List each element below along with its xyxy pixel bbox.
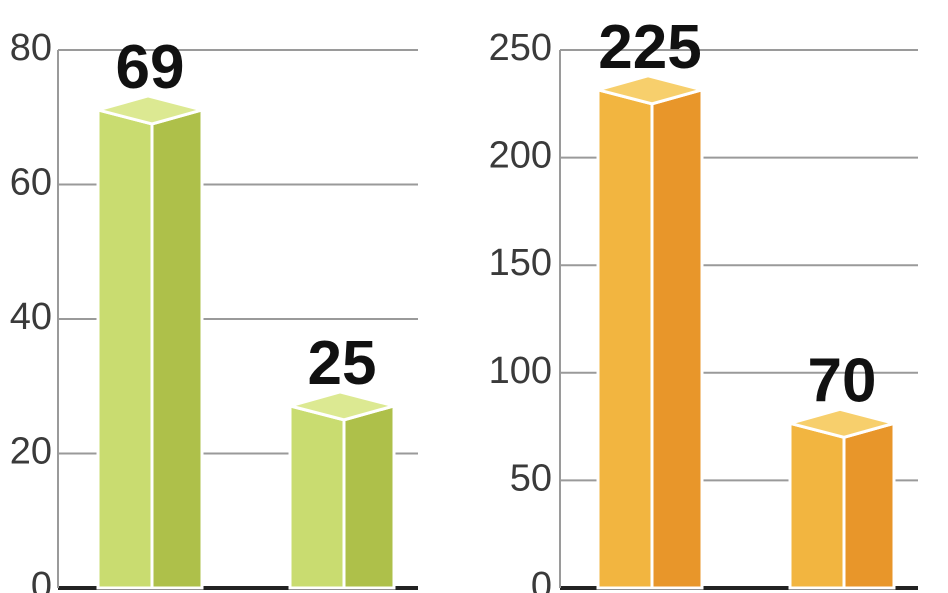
bar-face-left [596, 87, 654, 590]
bar-top [92, 94, 208, 126]
y-tick-label: 50 [510, 457, 552, 499]
y-tick-label: 0 [31, 565, 52, 593]
y-tick-label: 100 [489, 350, 552, 392]
y-tick-label: 200 [489, 135, 552, 177]
y-tick-label: 20 [10, 431, 52, 473]
bar-top [784, 407, 900, 439]
bar-face-right [342, 403, 396, 590]
bar-face-right [650, 87, 704, 590]
bar-face-left [96, 108, 154, 590]
bar-top [284, 390, 400, 422]
y-tick-label: 150 [489, 242, 552, 284]
y-tick-label: 60 [10, 162, 52, 204]
bar-face-left [788, 421, 846, 590]
y-tick-label: 0 [531, 565, 552, 593]
value-label: 25 [308, 329, 377, 398]
value-label: 225 [598, 13, 701, 82]
y-tick-label: 40 [10, 296, 52, 338]
value-label: 70 [808, 346, 877, 415]
y-tick-label: 80 [10, 27, 52, 69]
y-tick-label: 250 [489, 27, 552, 69]
bar-face-left [288, 403, 346, 590]
value-label: 69 [116, 33, 185, 102]
bar-face-right [150, 107, 204, 590]
bar [284, 390, 400, 590]
bar [784, 407, 900, 590]
bar [92, 94, 208, 590]
bar [592, 74, 708, 590]
bar-top [592, 74, 708, 106]
bar-face-right [842, 421, 896, 590]
